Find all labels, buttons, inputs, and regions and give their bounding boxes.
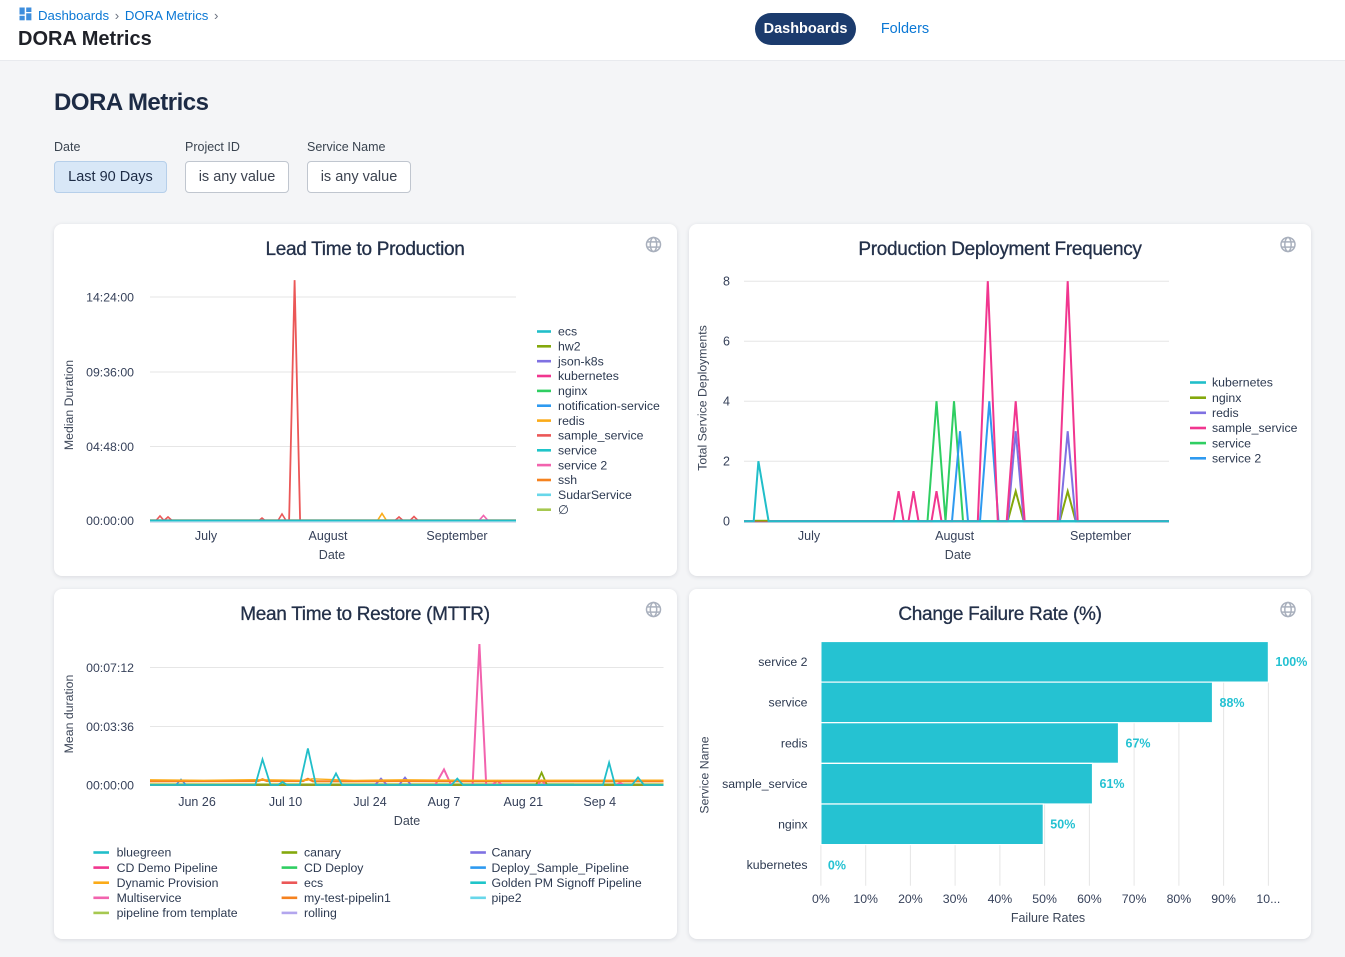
svg-text:30%: 30%: [943, 892, 968, 906]
svg-text:Jul 10: Jul 10: [269, 795, 302, 809]
svg-text:redis: redis: [1212, 406, 1239, 420]
svg-text:Change Failure Rate (%): Change Failure Rate (%): [898, 604, 1101, 625]
svg-text:service: service: [1212, 436, 1251, 450]
svg-text:SudarService: SudarService: [558, 488, 632, 502]
svg-text:nginx: nginx: [558, 384, 588, 398]
svg-text:50%: 50%: [1050, 818, 1075, 832]
svg-text:sample_service: sample_service: [722, 777, 808, 791]
svg-text:Mean Time to Restore (MTTR): Mean Time to Restore (MTTR): [240, 604, 490, 625]
svg-text:sample_service: sample_service: [1212, 421, 1298, 435]
svg-text:90%: 90%: [1211, 892, 1236, 906]
svg-text:CD Deploy: CD Deploy: [304, 861, 364, 875]
svg-text:redis: redis: [781, 736, 808, 750]
svg-text:Multiservice: Multiservice: [117, 891, 182, 905]
svg-text:bluegreen: bluegreen: [117, 846, 172, 860]
svg-text:json-k8s: json-k8s: [557, 354, 604, 368]
svg-text:redis: redis: [558, 414, 585, 428]
svg-text:Service Name: Service Name: [698, 736, 712, 813]
svg-text:2: 2: [723, 455, 730, 469]
svg-text:service: service: [558, 444, 597, 458]
svg-text:8: 8: [723, 275, 730, 289]
svg-text:my-test-pipelin1: my-test-pipelin1: [304, 891, 391, 905]
svg-text:10%: 10%: [853, 892, 878, 906]
svg-text:August: August: [309, 529, 348, 543]
svg-text:60%: 60%: [1077, 892, 1102, 906]
svg-text:kubernetes: kubernetes: [1212, 376, 1273, 390]
svg-text:ecs: ecs: [304, 876, 323, 890]
svg-text:CD Demo Pipeline: CD Demo Pipeline: [117, 861, 218, 875]
svg-text:00:03:36: 00:03:36: [86, 720, 134, 734]
svg-text:Dynamic Provision: Dynamic Provision: [117, 876, 219, 890]
svg-text:service 2: service 2: [758, 655, 807, 669]
svg-text:ssh: ssh: [558, 473, 577, 487]
svg-text:Lead Time to Production: Lead Time to Production: [265, 239, 464, 260]
svg-text:Date: Date: [319, 548, 345, 562]
svg-text:Total Service Deployments: Total Service Deployments: [696, 325, 710, 471]
svg-text:Jul 24: Jul 24: [353, 795, 386, 809]
svg-text:Canary: Canary: [492, 846, 532, 860]
svg-text:service 2: service 2: [1212, 452, 1261, 466]
svg-text:09:36:00: 09:36:00: [86, 365, 134, 379]
svg-text:sample_service: sample_service: [558, 429, 644, 443]
svg-text:Golden PM Signoff Pipeline: Golden PM Signoff Pipeline: [492, 876, 642, 890]
svg-text:100%: 100%: [1275, 655, 1307, 669]
svg-text:pipeline from template: pipeline from template: [117, 906, 238, 920]
svg-text:10...: 10...: [1256, 892, 1280, 906]
svg-text:00:00:00: 00:00:00: [86, 778, 134, 792]
svg-text:00:00:00: 00:00:00: [86, 514, 134, 528]
svg-text:67%: 67%: [1126, 737, 1151, 751]
svg-text:notification-service: notification-service: [558, 399, 660, 413]
svg-text:September: September: [1070, 529, 1131, 543]
svg-text:Date: Date: [945, 548, 971, 562]
svg-text:August: August: [935, 529, 974, 543]
svg-text:4: 4: [723, 395, 730, 409]
svg-text:nginx: nginx: [778, 818, 808, 832]
svg-text:September: September: [426, 529, 487, 543]
svg-text:0%: 0%: [812, 892, 830, 906]
svg-text:Date: Date: [394, 814, 420, 828]
svg-text:July: July: [195, 529, 218, 543]
svg-text:Deploy_Sample_Pipeline: Deploy_Sample_Pipeline: [492, 861, 630, 875]
svg-text:Aug 7: Aug 7: [428, 795, 461, 809]
svg-text:80%: 80%: [1167, 892, 1192, 906]
svg-text:kubernetes: kubernetes: [747, 858, 808, 872]
svg-text:20%: 20%: [898, 892, 923, 906]
svg-text:40%: 40%: [988, 892, 1013, 906]
svg-text:rolling: rolling: [304, 906, 337, 920]
svg-text:14:24:00: 14:24:00: [86, 290, 134, 304]
svg-text:61%: 61%: [1100, 777, 1125, 791]
svg-text:04:48:00: 04:48:00: [86, 440, 134, 454]
svg-text:Failure Rates: Failure Rates: [1011, 911, 1085, 925]
svg-text:Jun 26: Jun 26: [178, 795, 216, 809]
svg-text:0%: 0%: [828, 858, 846, 872]
svg-text:kubernetes: kubernetes: [558, 369, 619, 383]
svg-text:ecs: ecs: [558, 325, 577, 339]
svg-text:pipe2: pipe2: [492, 891, 522, 905]
svg-text:88%: 88%: [1220, 696, 1245, 710]
svg-text:nginx: nginx: [1212, 391, 1242, 405]
svg-text:July: July: [798, 529, 821, 543]
svg-text:service 2: service 2: [558, 458, 607, 472]
svg-text:Production Deployment Frequenc: Production Deployment Frequency: [858, 239, 1142, 260]
svg-text:∅: ∅: [558, 503, 569, 517]
svg-text:service: service: [769, 696, 808, 710]
svg-text:Median Duration: Median Duration: [62, 360, 76, 450]
svg-text:6: 6: [723, 335, 730, 349]
svg-text:hw2: hw2: [558, 340, 581, 354]
svg-text:70%: 70%: [1122, 892, 1147, 906]
svg-text:00:07:12: 00:07:12: [86, 661, 134, 675]
svg-text:Aug 21: Aug 21: [503, 795, 543, 809]
svg-text:50%: 50%: [1032, 892, 1057, 906]
svg-text:canary: canary: [304, 846, 342, 860]
svg-text:Mean duration: Mean duration: [62, 675, 76, 754]
svg-text:0: 0: [723, 515, 730, 529]
svg-text:Sep 4: Sep 4: [583, 795, 616, 809]
